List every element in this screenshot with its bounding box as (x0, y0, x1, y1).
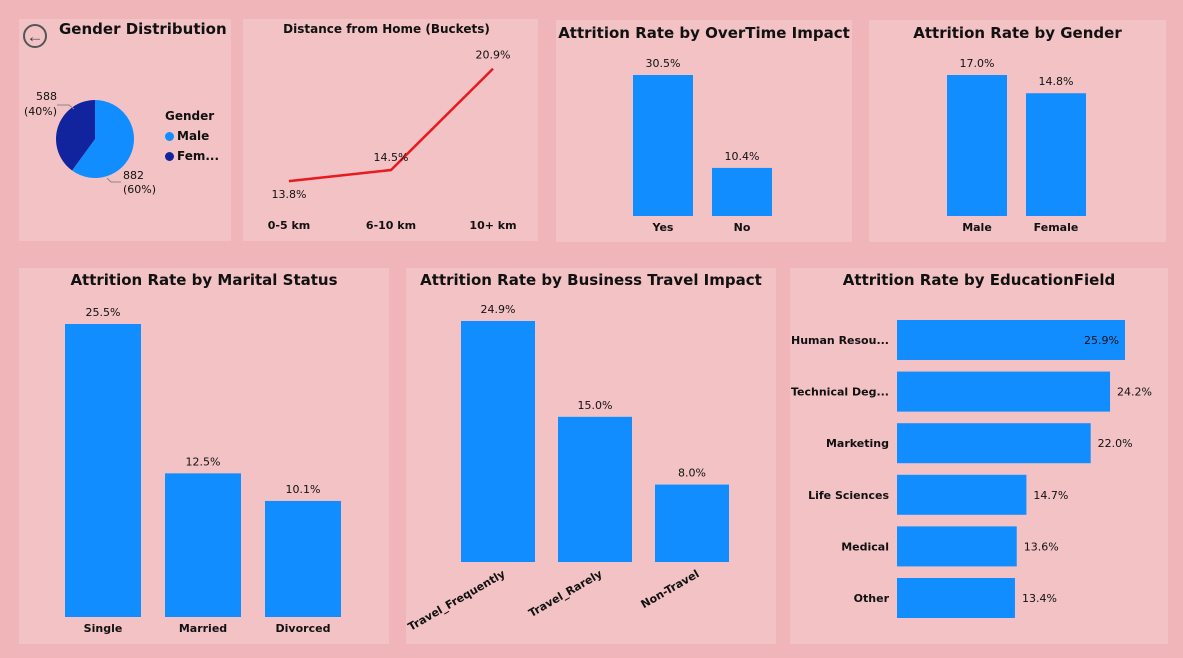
x-tick-label: 6-10 km (366, 219, 416, 232)
data-label: 13.8% (272, 188, 307, 201)
y-tick-label: Medical (841, 540, 889, 553)
bar (655, 484, 729, 562)
female-leader-line (57, 104, 75, 110)
male-count-label: 882 (123, 169, 144, 182)
male-legend-dot (165, 131, 174, 141)
y-tick-label: Marketing (826, 437, 889, 450)
education-title: Attrition Rate by EducationField (842, 271, 1116, 289)
x-tick-label: 0-5 km (268, 219, 310, 232)
distance-line-chart: 13.8% 0-5 km 14.5% 6-10 km 20.9% 10+ km (268, 49, 517, 232)
travel-title: Attrition Rate by Business Travel Impact (420, 271, 762, 289)
bar (165, 473, 241, 617)
data-label: 15.0% (578, 399, 613, 412)
x-tick-label: Single (84, 622, 123, 635)
data-label: 24.2% (1117, 386, 1152, 399)
bar (633, 75, 693, 216)
x-tick-label: 10+ km (469, 219, 516, 232)
data-label: 13.6% (1024, 540, 1059, 553)
data-label: 25.9% (1084, 334, 1119, 347)
y-tick-label: Technical Deg... (791, 386, 889, 399)
data-label: 17.0% (960, 57, 995, 70)
data-label: 30.5% (646, 57, 681, 70)
x-tick-label: Male (962, 221, 992, 234)
gender-rate-panel: Attrition Rate by Gender 17.0% Male 14.8% F… (869, 20, 1166, 242)
x-tick-label: Married (179, 622, 227, 635)
bar (558, 416, 632, 562)
legend-label-male: Male (177, 129, 210, 143)
pie-slice-female (55, 100, 95, 171)
gender-rate-bar-chart: 17.0% Male 14.8% Female (947, 57, 1086, 234)
gender-distribution-title: Gender Distribution (59, 20, 227, 38)
distance-series-line (288, 67, 494, 183)
distance-title: Distance from Home (Buckets) (283, 22, 490, 36)
bar (1026, 93, 1086, 216)
distance-panel: Distance from Home (Buckets) 13.8% 0-5 km… (243, 19, 538, 241)
female-pct-label: (40%) (24, 105, 58, 118)
bar (897, 474, 1027, 515)
bar (947, 75, 1007, 216)
data-label: 8.0% (678, 467, 706, 480)
y-tick-label: Human Resou... (791, 334, 889, 347)
legend-item-female[interactable]: Fem... (165, 149, 219, 163)
arrow-left-circle-icon[interactable]: ← (23, 24, 47, 48)
marital-title: Attrition Rate by Marital Status (70, 271, 338, 289)
travel-panel: Attrition Rate by Business Travel Impact… (406, 268, 776, 644)
data-label: 20.9% (476, 49, 511, 62)
overtime-panel: Attrition Rate by OverTime Impact 30.5% Y… (556, 20, 852, 242)
marital-bar-chart: 25.5% Single 12.5% Married 10.1% Divorced (65, 306, 341, 635)
bar (265, 500, 341, 617)
data-label: 25.5% (86, 306, 121, 319)
gender-legend: Gender Male Fem... (165, 109, 219, 163)
education-panel: Attrition Rate by EducationField 25.9% Hu… (790, 268, 1168, 644)
male-pct-label: (60%) (123, 183, 157, 196)
female-count-label: 588 (36, 90, 57, 103)
gender-pie-chart (55, 100, 134, 183)
data-label: 22.0% (1098, 437, 1133, 450)
data-label: 10.1% (286, 483, 321, 496)
bar (65, 324, 141, 617)
x-tick-label: Divorced (276, 622, 331, 635)
travel-bar-chart: 24.9% Travel_Frequently 15.0% Travel_Rarely… (406, 303, 729, 634)
legend-label-female: Fem... (177, 149, 220, 163)
overtime-title: Attrition Rate by OverTime Impact (558, 24, 850, 42)
data-label: 14.8% (1039, 75, 1074, 88)
x-tick-label: Female (1034, 221, 1079, 234)
data-label: 14.5% (374, 151, 409, 164)
gender-distribution-panel: ← Gender Distribution 588 (40%) 882 (60%… (19, 19, 231, 241)
y-tick-label: Other (854, 592, 890, 605)
pie-slice-male (72, 100, 134, 179)
female-legend-dot (165, 151, 174, 161)
marital-panel: Attrition Rate by Marital Status 25.5% Si… (19, 268, 389, 644)
overtime-bar-chart: 30.5% Yes 10.4% No (633, 57, 772, 234)
gender-rate-title: Attrition Rate by Gender (913, 24, 1122, 42)
data-label: 13.4% (1022, 592, 1057, 605)
bar (897, 526, 1017, 567)
bar (712, 167, 772, 216)
education-bar-chart: 25.9% Human Resou... 24.2% Technical Deg...… (791, 320, 1152, 618)
bar (897, 371, 1111, 412)
male-leader-line (106, 177, 121, 183)
data-label: 14.7% (1033, 489, 1068, 502)
x-tick-label: No (734, 221, 751, 234)
legend-title: Gender (165, 109, 215, 123)
y-tick-label: Life Sciences (808, 489, 889, 502)
bar (897, 423, 1091, 464)
legend-item-male[interactable]: Male (165, 129, 219, 143)
x-tick-label: Travel_Rarely (526, 567, 604, 620)
x-tick-label: Yes (652, 221, 674, 234)
data-label: 10.4% (725, 150, 760, 163)
x-tick-label: Travel_Frequently (406, 567, 508, 633)
data-label: 12.5% (186, 455, 221, 468)
bar (897, 578, 1015, 618)
bar (897, 320, 1125, 360)
bar (461, 321, 535, 562)
x-tick-label: Non-Travel (639, 567, 702, 611)
data-label: 24.9% (481, 303, 516, 316)
